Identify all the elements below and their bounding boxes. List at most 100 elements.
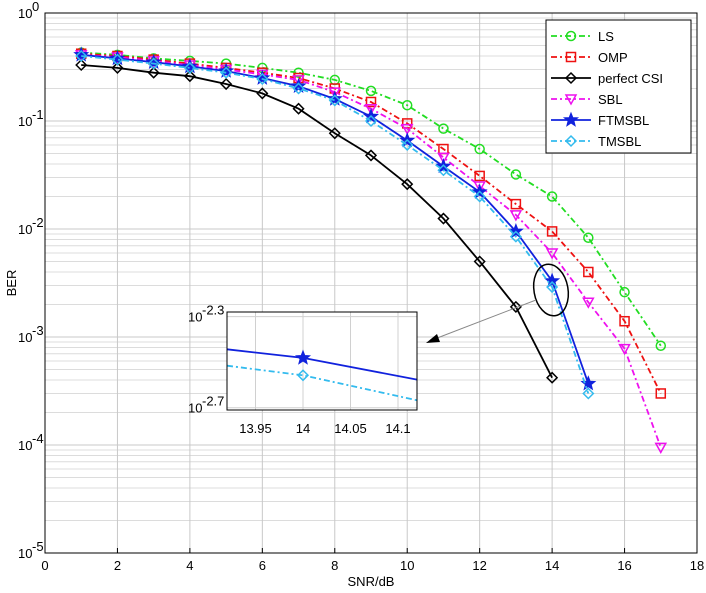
series-perfect-csi xyxy=(75,58,559,384)
data-point xyxy=(546,191,558,202)
x-tick-label: 0 xyxy=(41,558,48,573)
svg-text:TMSBL: TMSBL xyxy=(598,134,641,149)
data-point xyxy=(365,96,377,108)
svg-text:perfect CSI: perfect CSI xyxy=(598,71,663,86)
inset-frame xyxy=(226,311,418,411)
data-point xyxy=(256,87,269,100)
inset-y-tick-label: 10 -2.7 xyxy=(188,394,224,416)
x-tick-label: 18 xyxy=(690,558,704,573)
zoom-arrow-head xyxy=(426,334,440,343)
series-line xyxy=(81,51,662,347)
data-point xyxy=(544,272,561,288)
data-point xyxy=(654,442,668,454)
data-point xyxy=(328,87,342,99)
x-tick-label: 14 xyxy=(545,558,559,573)
data-point xyxy=(220,77,233,91)
legend-item: FTMSBL xyxy=(551,111,649,128)
inset-series-ftmsbl xyxy=(226,348,418,381)
data-point xyxy=(365,85,377,97)
data-point xyxy=(109,49,126,66)
x-axis-label: SNR/dB xyxy=(348,574,395,589)
data-point xyxy=(75,58,88,72)
data-point xyxy=(545,248,559,260)
svg-text:LS: LS xyxy=(598,29,614,44)
series-tmsbl xyxy=(75,49,595,400)
x-tick-label: 6 xyxy=(259,558,266,573)
inset-plot: 13.95 14 14.05 14.110 -2.310 -2.7 xyxy=(188,303,418,436)
inset-x-tick-label: 14.1 xyxy=(385,421,410,436)
svg-text:0: 0 xyxy=(32,0,39,14)
data-point xyxy=(510,169,522,180)
series-line xyxy=(81,55,590,394)
zoom-arrow-line xyxy=(431,299,537,341)
data-point xyxy=(147,66,160,79)
data-point xyxy=(583,232,594,243)
svg-text:OMP: OMP xyxy=(598,50,628,65)
data-point xyxy=(328,127,341,140)
y-tick-label: 10 -2 xyxy=(18,215,44,237)
data-point xyxy=(254,69,271,85)
legend-item: LS xyxy=(551,29,614,44)
svg-text:-1: -1 xyxy=(32,107,44,122)
zoom-indicator xyxy=(426,263,570,343)
x-tick-label: 2 xyxy=(114,558,121,573)
data-point xyxy=(509,230,522,243)
svg-text:-5: -5 xyxy=(32,539,44,554)
data-point xyxy=(438,123,449,134)
data-point xyxy=(618,343,631,356)
data-point xyxy=(437,152,450,164)
inset-series-tmsbl xyxy=(226,364,418,402)
y-tick-label: 10 -4 xyxy=(18,431,44,453)
data-point xyxy=(583,266,594,278)
data-point xyxy=(183,61,196,74)
data-point xyxy=(181,58,198,74)
data-point xyxy=(111,53,124,66)
svg-text:FTMSBL: FTMSBL xyxy=(598,113,649,128)
svg-text:-2.3: -2.3 xyxy=(202,303,224,318)
inset-series-line xyxy=(226,364,418,402)
series-line xyxy=(81,64,553,379)
data-point xyxy=(364,103,378,116)
data-point xyxy=(619,286,630,298)
data-point xyxy=(509,210,523,222)
inset-x-tick-label: 13.95 xyxy=(239,421,272,436)
data-point xyxy=(183,70,196,83)
x-tick-label: 8 xyxy=(331,558,338,573)
svg-text:SBL: SBL xyxy=(598,92,623,107)
data-point xyxy=(401,138,414,152)
data-point xyxy=(292,82,305,95)
data-point xyxy=(364,149,378,162)
inset-data-point xyxy=(294,349,312,365)
data-point xyxy=(147,57,160,70)
data-point xyxy=(437,212,450,225)
legend-item: SBL xyxy=(551,92,623,107)
data-point xyxy=(75,49,88,63)
inset-x-tick-label: 14.05 xyxy=(334,421,367,436)
series-layer xyxy=(73,46,668,454)
data-point xyxy=(400,123,414,136)
y-tick-label: 10 -3 xyxy=(18,323,44,345)
legend-item: OMP xyxy=(551,50,628,65)
data-point xyxy=(546,371,559,384)
data-point xyxy=(474,143,485,155)
svg-text:-2: -2 xyxy=(32,215,44,230)
svg-text:10: 10 xyxy=(188,310,202,325)
data-point xyxy=(582,387,595,400)
data-point xyxy=(582,297,595,309)
svg-text:10: 10 xyxy=(18,330,32,345)
svg-text:10: 10 xyxy=(188,401,202,416)
inset-series-layer xyxy=(226,348,418,402)
zoom-ellipse xyxy=(532,263,570,317)
svg-text:10: 10 xyxy=(18,6,32,21)
data-point xyxy=(474,170,485,182)
data-point xyxy=(473,255,486,268)
legend-box xyxy=(545,19,692,154)
data-point xyxy=(111,61,124,74)
data-point xyxy=(328,94,341,107)
y-tick-label: 10 -5 xyxy=(18,539,44,561)
x-tick-label: 10 xyxy=(400,558,414,573)
plot-frame xyxy=(44,12,698,554)
data-point xyxy=(326,90,343,106)
